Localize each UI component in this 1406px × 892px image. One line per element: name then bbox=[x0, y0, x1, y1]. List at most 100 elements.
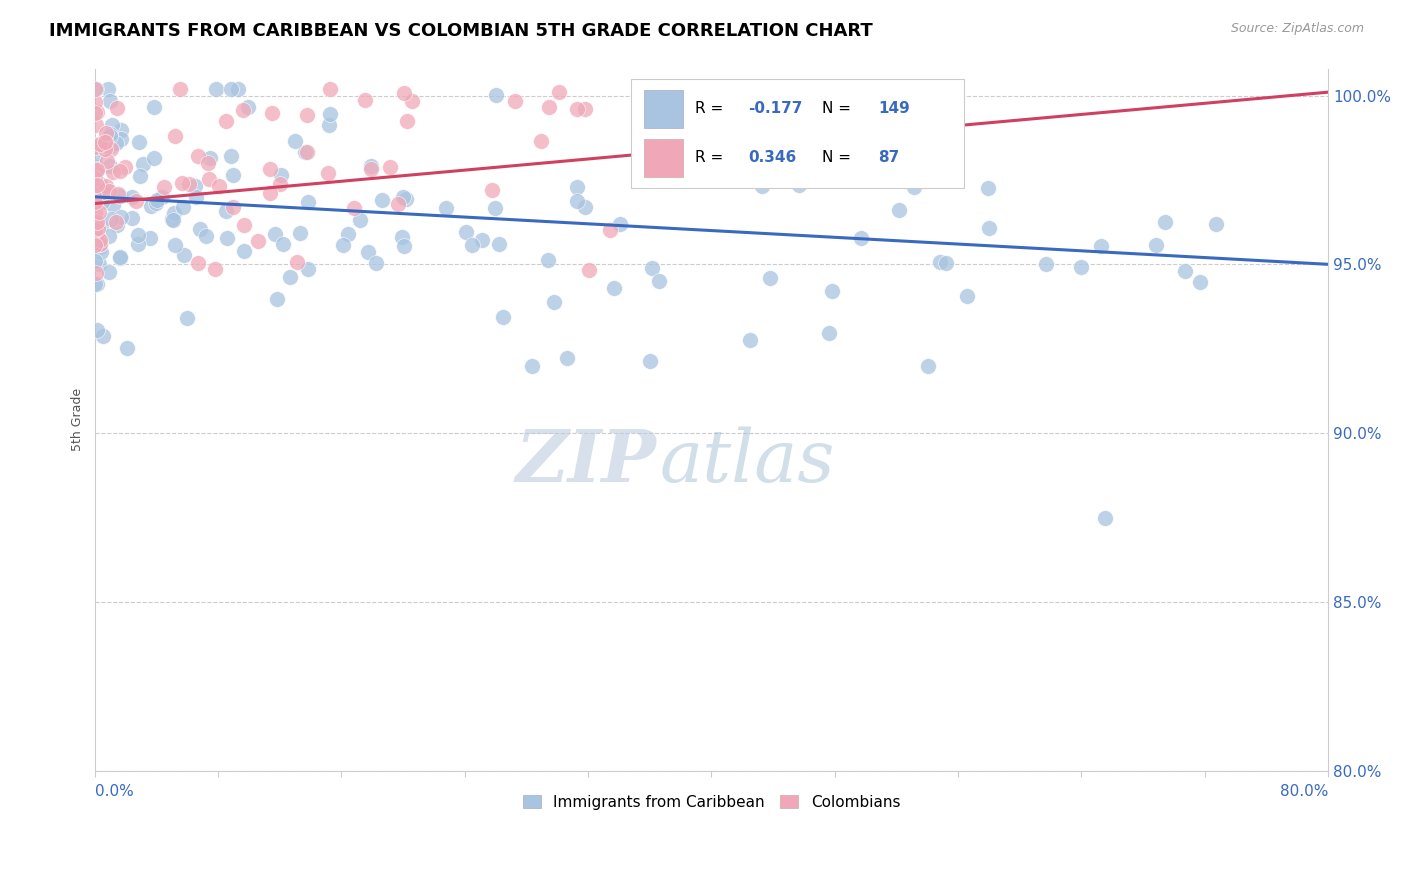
Point bbox=[849, 231, 872, 245]
Point bbox=[83, 223, 105, 237]
Point bbox=[285, 255, 308, 269]
Point bbox=[84, 254, 107, 268]
Point bbox=[295, 108, 318, 122]
Point bbox=[378, 160, 401, 174]
Point bbox=[100, 212, 122, 227]
Point bbox=[84, 266, 107, 280]
Point bbox=[567, 194, 589, 209]
Point bbox=[84, 140, 107, 154]
Point bbox=[537, 252, 560, 267]
Text: Source: ZipAtlas.com: Source: ZipAtlas.com bbox=[1230, 22, 1364, 36]
Point bbox=[200, 151, 222, 165]
Point bbox=[97, 265, 120, 279]
Point bbox=[233, 244, 256, 259]
Point bbox=[318, 118, 340, 132]
Point bbox=[86, 105, 108, 120]
Point bbox=[142, 100, 165, 114]
Point bbox=[319, 82, 342, 96]
Point bbox=[86, 161, 108, 176]
Point bbox=[503, 94, 526, 108]
Point bbox=[360, 161, 382, 176]
Point bbox=[128, 135, 150, 149]
Point bbox=[454, 225, 477, 239]
Point bbox=[83, 238, 105, 252]
Point bbox=[387, 197, 409, 211]
Point bbox=[215, 204, 238, 219]
Point bbox=[259, 186, 281, 200]
Point bbox=[86, 221, 108, 235]
Point bbox=[172, 200, 194, 214]
Point bbox=[160, 211, 183, 226]
Text: atlas: atlas bbox=[659, 426, 835, 497]
Point bbox=[1090, 239, 1112, 253]
Point bbox=[90, 190, 112, 204]
Point bbox=[163, 205, 186, 219]
Point bbox=[392, 190, 415, 204]
Point bbox=[574, 200, 596, 214]
Point bbox=[751, 179, 773, 194]
Point bbox=[84, 202, 107, 216]
Point bbox=[955, 289, 977, 303]
Point bbox=[236, 100, 259, 114]
Point bbox=[84, 82, 107, 96]
Point bbox=[349, 213, 371, 227]
Point bbox=[214, 114, 236, 128]
Point bbox=[364, 255, 387, 269]
Point bbox=[184, 178, 207, 193]
Text: 0.0%: 0.0% bbox=[94, 784, 134, 799]
Point bbox=[599, 223, 621, 237]
Point bbox=[163, 128, 186, 143]
Point bbox=[103, 198, 125, 212]
Text: 80.0%: 80.0% bbox=[1279, 784, 1329, 799]
Point bbox=[124, 194, 146, 208]
Legend: Immigrants from Caribbean, Colombians: Immigrants from Caribbean, Colombians bbox=[516, 789, 907, 815]
Point bbox=[100, 160, 122, 174]
Point bbox=[96, 153, 118, 168]
Point bbox=[977, 221, 1000, 235]
FancyBboxPatch shape bbox=[644, 139, 683, 178]
Point bbox=[221, 149, 243, 163]
Point bbox=[208, 178, 231, 193]
Point bbox=[94, 142, 117, 156]
Point bbox=[188, 222, 211, 236]
FancyBboxPatch shape bbox=[644, 89, 683, 128]
Point bbox=[693, 144, 716, 158]
Point bbox=[110, 123, 132, 137]
Point bbox=[84, 239, 107, 253]
Point bbox=[357, 245, 380, 260]
Point bbox=[221, 200, 243, 214]
Point bbox=[332, 237, 354, 252]
Point bbox=[90, 219, 112, 233]
Point bbox=[115, 341, 138, 355]
Point bbox=[821, 284, 844, 298]
Point bbox=[83, 82, 105, 96]
Point bbox=[337, 227, 360, 241]
Point bbox=[297, 262, 319, 277]
Point bbox=[86, 214, 108, 228]
Point bbox=[146, 194, 169, 208]
Point bbox=[360, 159, 382, 173]
Point bbox=[83, 198, 105, 212]
Point bbox=[818, 326, 841, 340]
Point bbox=[127, 228, 149, 243]
Point bbox=[187, 256, 209, 270]
Point bbox=[565, 102, 588, 116]
Point bbox=[198, 172, 221, 186]
Point bbox=[219, 82, 242, 96]
Point bbox=[266, 293, 288, 307]
Point bbox=[89, 236, 111, 251]
Point bbox=[247, 234, 270, 248]
Point bbox=[101, 118, 124, 132]
Point bbox=[319, 106, 342, 120]
Point bbox=[759, 270, 782, 285]
Point bbox=[110, 210, 132, 224]
Point bbox=[89, 239, 111, 253]
Point bbox=[89, 136, 111, 151]
Point bbox=[143, 152, 166, 166]
Text: N =: N = bbox=[823, 150, 852, 165]
Point bbox=[121, 190, 143, 204]
Point bbox=[83, 150, 105, 164]
Point bbox=[89, 233, 111, 247]
Text: 87: 87 bbox=[877, 150, 900, 165]
Point bbox=[114, 161, 136, 175]
